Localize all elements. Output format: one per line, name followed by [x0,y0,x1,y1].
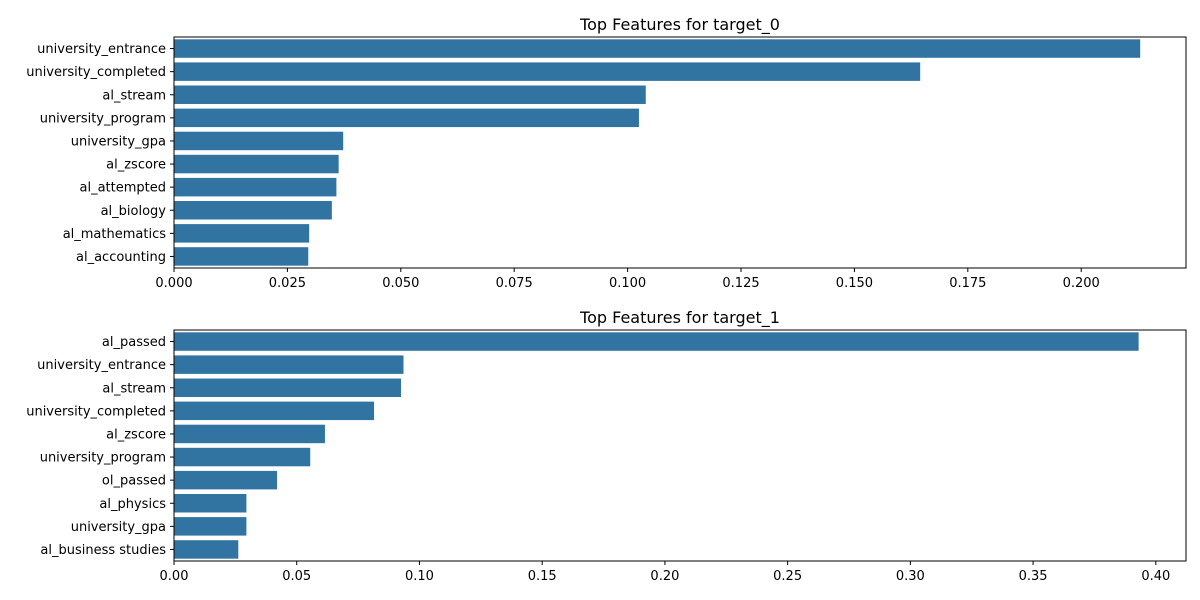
bar-ol_passed [174,470,278,490]
y-tick-label: al_stream [102,88,166,103]
bar-university_completed [174,401,375,421]
y-tick-label: university_completed [26,404,166,419]
bar-university_gpa [174,131,344,151]
y-tick-label: ol_passed [102,474,166,489]
y-tick-label: university_gpa [71,134,166,149]
y-tick-label: al_accounting [76,250,166,265]
y-tick-label: al_biology [101,204,167,219]
x-tick-label: 0.150 [836,276,873,291]
bar-al_stream [174,378,402,397]
x-tick-label: 0.00 [160,569,189,584]
bar-university_gpa [174,517,247,536]
y-tick-label: al_zscore [106,427,166,442]
bar-university_entrance [174,355,404,374]
x-tick-label: 0.40 [1141,569,1170,584]
y-tick-label: al_passed [102,335,166,350]
y-tick-label: university_entrance [37,358,166,373]
x-tick-label: 0.20 [650,569,679,584]
bar-university_program [174,447,311,467]
chart-panel-target-1: Top Features for target_1 al_passeduniver… [26,308,1187,584]
x-tick-label: 0.025 [269,276,306,291]
bar-al_stream [174,85,646,104]
y-tick-label: university_completed [26,65,166,80]
x-tick-label: 0.175 [949,276,986,291]
x-tick-label: 0.25 [773,569,802,584]
x-tick-label: 0.15 [528,569,557,584]
chart-title: Top Features for target_1 [579,308,780,328]
y-tick-label: al_mathematics [63,227,167,242]
plot-frame [173,36,1187,269]
y-tick-label: al_attempted [80,181,167,196]
x-tick-label: 0.125 [722,276,759,291]
bar-al_biology [174,201,332,220]
x-tick-label: 0.35 [1019,569,1048,584]
bar-university_completed [174,62,921,81]
bar-al_zscore [174,424,325,444]
y-tick-label: university_entrance [37,42,166,57]
chart-panel-target-0: Top Features for target_0 university_entr… [26,15,1187,291]
y-tick-label: university_program [40,451,166,466]
x-tick-label: 0.200 [1063,276,1100,291]
bar-al_physics [174,494,247,513]
bar-al_accounting [174,247,309,266]
y-tick-label: al_business studies [40,543,166,558]
bar-al_mathematics [174,224,310,243]
x-tick-label: 0.05 [282,569,311,584]
x-tick-label: 0.050 [382,276,419,291]
bar-university_entrance [174,39,1141,58]
x-tick-label: 0.30 [896,569,925,584]
x-tick-label: 0.100 [609,276,646,291]
bar-al_business-studies [174,540,239,559]
x-tick-label: 0.000 [155,276,192,291]
chart-title: Top Features for target_0 [579,15,780,35]
bar-al_attempted [174,177,337,197]
x-tick-label: 0.075 [496,276,533,291]
y-tick-label: al_physics [99,497,166,512]
plot-frame [173,329,1187,562]
bar-al_passed [174,332,1139,351]
y-tick-label: university_gpa [71,520,166,535]
y-tick-label: al_zscore [106,158,166,173]
y-tick-label: university_program [40,111,166,126]
x-tick-label: 0.10 [405,569,434,584]
y-tick-label: al_stream [102,381,166,396]
bar-university_program [174,108,639,128]
bar-al_zscore [174,154,339,174]
